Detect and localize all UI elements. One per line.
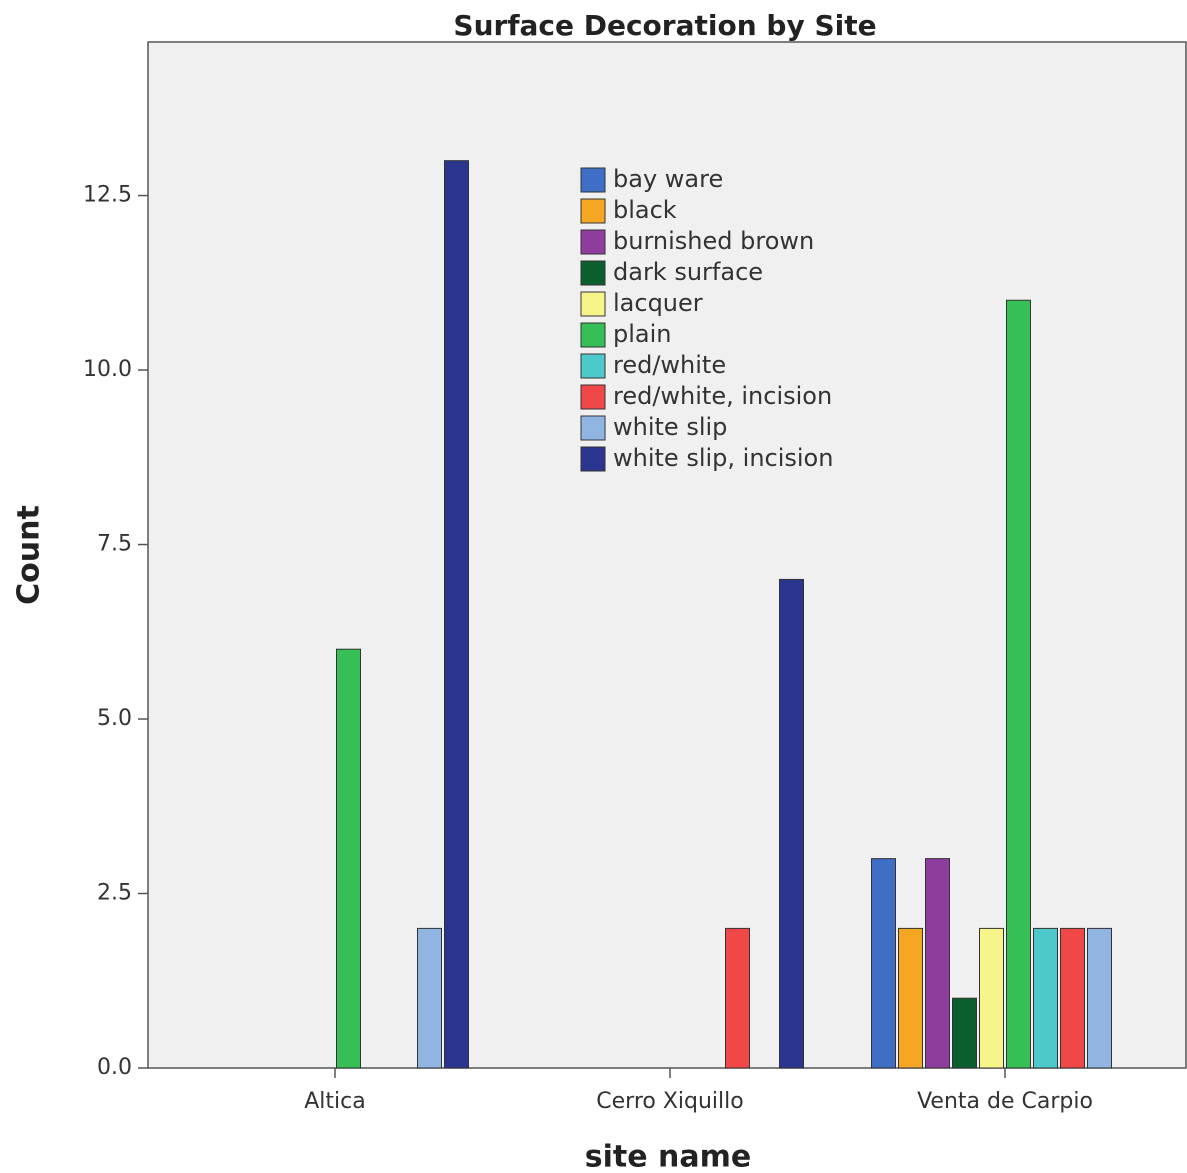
legend-text: red/white (613, 351, 726, 379)
legend-swatch (580, 322, 606, 348)
legend-swatch (580, 291, 606, 317)
chart-title: Surface Decoration by Site (453, 9, 876, 42)
y-axis-title: Count (12, 505, 47, 605)
y-tick-label: 2.5 (97, 881, 132, 906)
bar (979, 927, 1004, 1069)
legend-swatch (580, 198, 606, 224)
bar (871, 858, 896, 1069)
bar (444, 160, 469, 1069)
legend-swatch (580, 167, 606, 193)
legend-text: black (613, 196, 677, 224)
legend-text: red/white, incision (613, 382, 832, 410)
y-tick-label: 12.5 (83, 183, 132, 208)
bar (1060, 927, 1085, 1069)
legend-text: white slip, incision (613, 444, 833, 472)
bar (1033, 927, 1058, 1069)
y-tick-label: 7.5 (97, 532, 132, 557)
legend-swatch (580, 384, 606, 410)
bar (725, 927, 750, 1069)
x-axis-title: site name (585, 1140, 751, 1173)
legend-swatch (580, 446, 606, 472)
legend-swatch (580, 229, 606, 255)
bar (898, 927, 923, 1069)
legend-text: white slip (613, 413, 727, 441)
y-tick-label: 5.0 (97, 706, 132, 731)
bar (336, 648, 361, 1069)
legend-text: lacquer (613, 289, 703, 317)
y-tick-label: 10.0 (83, 357, 132, 382)
x-tick-label: Altica (304, 1089, 365, 1114)
legend-text: dark surface (613, 258, 763, 286)
legend-swatch (580, 260, 606, 286)
bar (925, 858, 950, 1069)
legend-text: plain (613, 320, 672, 348)
bar (1087, 927, 1112, 1069)
legend-text: burnished brown (613, 227, 814, 255)
x-tick-label: Cerro Xiquillo (596, 1089, 743, 1114)
x-tick-label: Venta de Carpio (917, 1089, 1093, 1114)
legend-swatch (580, 415, 606, 441)
bar (1006, 299, 1031, 1069)
legend-text: bay ware (613, 165, 723, 193)
bar (952, 997, 977, 1069)
bar (779, 578, 804, 1069)
legend-swatch (580, 353, 606, 379)
bar (417, 927, 442, 1069)
y-tick-label: 0.0 (97, 1055, 132, 1080)
